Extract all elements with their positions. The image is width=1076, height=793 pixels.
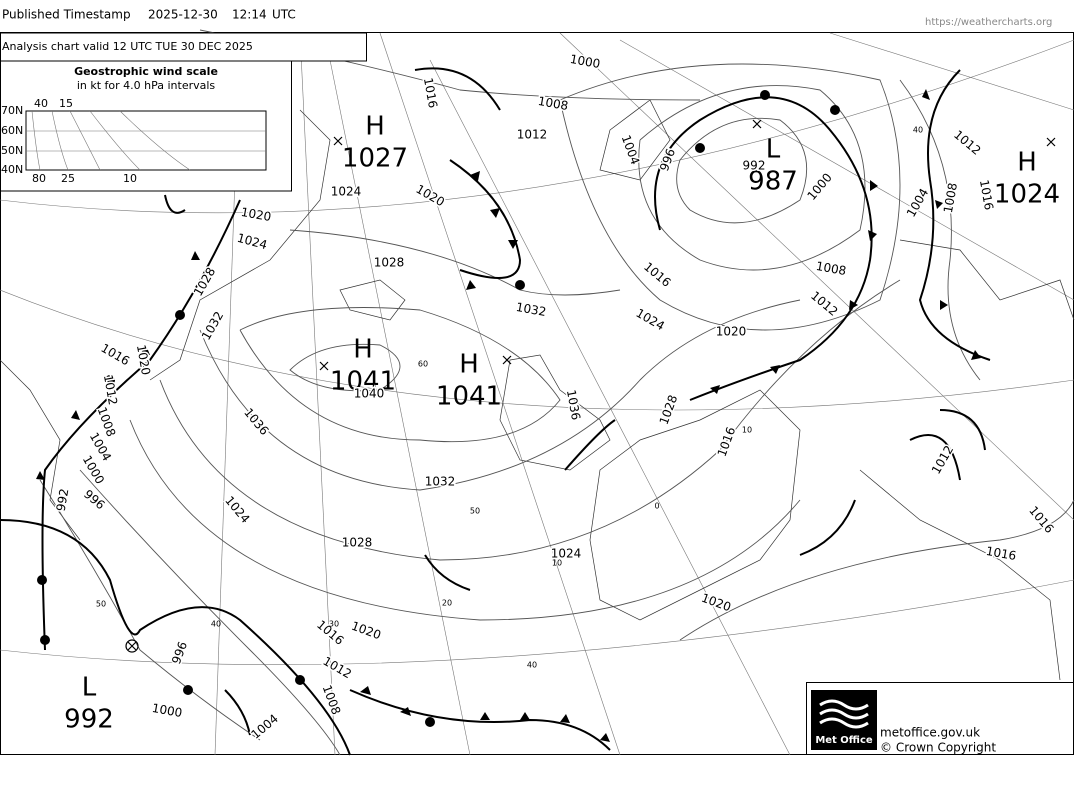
isobar-label: 1000 [569, 52, 602, 71]
latitude-label: 40 [211, 620, 221, 629]
scale-latitude: 70N [1, 104, 23, 117]
latitude-label: 40 [913, 126, 923, 135]
isobar-label: 1016 [421, 77, 440, 110]
latitude-label: 20 [442, 599, 452, 608]
isobar-label: 1008 [941, 182, 960, 215]
logo: Met Office metoffice.gov.uk © Crown Copy… [806, 682, 1074, 755]
isobars [39, 29, 1075, 756]
center-type: H [353, 335, 373, 365]
latitude-label: 60 [418, 360, 428, 369]
scale-box [0, 60, 292, 192]
center-type: L [82, 673, 97, 703]
latitude-label: 0 [654, 502, 659, 511]
logo-mark [811, 690, 877, 750]
site[interactable]: metoffice.gov.uk [880, 726, 980, 740]
logo-text: Met Office [815, 735, 873, 746]
center-type: H [365, 112, 385, 142]
center-type: H [1017, 148, 1037, 178]
scale-bottom-label: 80 [32, 172, 46, 185]
isobar-label: 1008 [815, 259, 848, 278]
timestamp-time: 12:14 [232, 8, 267, 22]
center-pressure: 1027 [342, 144, 408, 174]
copyright: © Crown Copyright [880, 741, 996, 755]
timestamp-date: 2025-12-30 [148, 8, 218, 22]
coastlines [0, 99, 1075, 681]
scale-latitude: 50N [1, 144, 23, 157]
front-symbols [36, 89, 981, 742]
timestamp-zone: UTC [272, 8, 296, 22]
latitude-label: 40 [527, 661, 537, 670]
scale-bottom-label: 25 [61, 172, 75, 185]
isobar-label: 1020 [134, 344, 153, 377]
center-type: L [766, 135, 781, 165]
source-url[interactable]: https://weathercharts.org [925, 17, 1052, 28]
center-type: H [459, 350, 479, 380]
isobar-label: 1032 [425, 475, 456, 489]
scale-top-label: 15 [59, 97, 73, 110]
center-pressure: 1041 [330, 367, 396, 397]
scale-top-label: 40 [34, 97, 48, 110]
isobar-label: 1020 [716, 325, 747, 339]
isobar-label: 1028 [374, 256, 405, 270]
scale-latitude: 60N [1, 124, 23, 137]
scale-grid [25, 110, 267, 171]
isobar-label: 1036 [564, 389, 583, 422]
isobar-label: 1040 [354, 387, 385, 401]
scale-latitude: 40N [1, 163, 23, 176]
isobar-label: 1016 [985, 544, 1018, 563]
fronts [0, 67, 991, 756]
scale-bottom-label: 10 [123, 172, 137, 185]
latitude-label: 50 [96, 600, 106, 609]
isobar-label: 1024 [551, 547, 582, 561]
isobar-label: 992 [54, 487, 72, 512]
latitude-label: 10 [742, 426, 752, 435]
isobar-label: 1028 [342, 536, 373, 550]
isobar-label: 1012 [101, 374, 120, 407]
wind-scale-panel: Analysis chart valid 12 UTC TUE 30 DEC 2… [0, 32, 367, 192]
isobar-label: 1008 [537, 94, 570, 113]
isobar-label: 992 [743, 159, 766, 173]
center-pressure: 992 [64, 705, 114, 735]
scale-subtitle: in kt for 4.0 hPa intervals [77, 79, 216, 92]
isobar-label: 1020 [240, 205, 273, 224]
isobar-label: 1032 [515, 300, 548, 319]
center-pressure: 1024 [994, 180, 1060, 210]
latitude-label: 10 [552, 559, 562, 568]
center-pressure: 1041 [436, 382, 502, 412]
latitude-label: 30 [329, 620, 339, 629]
isobar-label: 1016 [977, 179, 996, 212]
isobar-label: 1012 [517, 128, 548, 142]
timestamp-label: Published Timestamp [2, 8, 131, 22]
isobar-label: 1000 [151, 701, 184, 720]
map-frame [0, 32, 1074, 755]
center-pressure: 987 [748, 167, 798, 197]
isobar-label: 1024 [331, 185, 362, 199]
scale-title: Geostrophic wind scale [74, 65, 218, 78]
latitude-label: 50 [470, 507, 480, 516]
chart-title: Analysis chart valid 12 UTC TUE 30 DEC 2… [2, 40, 253, 53]
center-markers [125, 119, 1056, 653]
